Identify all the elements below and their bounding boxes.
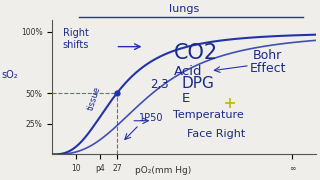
Text: Bohr: Bohr (252, 49, 282, 62)
Text: CO2: CO2 (173, 43, 218, 63)
Y-axis label: sO₂: sO₂ (2, 70, 18, 80)
Text: Face Right: Face Right (187, 129, 245, 139)
Text: 2,3: 2,3 (150, 78, 168, 91)
Text: 1P50: 1P50 (139, 113, 164, 123)
Text: pO₂(mm Hg): pO₂(mm Hg) (135, 166, 191, 175)
Text: Temperature: Temperature (173, 110, 244, 120)
Text: Effect: Effect (250, 62, 286, 75)
Text: Acid: Acid (173, 65, 202, 78)
Text: DPG: DPG (181, 76, 214, 91)
Text: lungs: lungs (169, 4, 199, 14)
Text: shifts: shifts (63, 40, 89, 50)
Text: E: E (181, 92, 190, 105)
Text: tissue: tissue (86, 86, 103, 112)
Text: Right: Right (63, 28, 89, 38)
